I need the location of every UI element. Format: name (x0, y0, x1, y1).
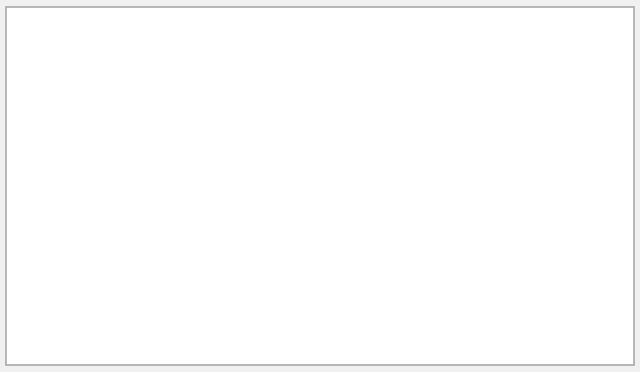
Polygon shape (260, 262, 267, 324)
Ellipse shape (399, 127, 406, 152)
Text: 22680X: 22680X (292, 76, 324, 84)
Polygon shape (257, 111, 262, 208)
Text: 16598: 16598 (135, 225, 162, 234)
Text: SEC.118: SEC.118 (428, 170, 465, 179)
Text: 16557: 16557 (234, 52, 261, 61)
Polygon shape (276, 111, 281, 120)
Circle shape (279, 99, 312, 132)
Polygon shape (203, 262, 267, 272)
Text: 16546: 16546 (218, 327, 245, 336)
Text: 16537G: 16537G (216, 131, 249, 140)
Text: 16557: 16557 (154, 52, 180, 61)
Bar (203, 272, 260, 324)
Bar (160, 37, 301, 342)
Text: 16500: 16500 (278, 276, 305, 285)
Ellipse shape (367, 127, 373, 152)
Text: FRONT: FRONT (408, 87, 438, 108)
Text: 16576P: 16576P (350, 97, 383, 106)
Ellipse shape (358, 127, 365, 152)
Text: SEC.163: SEC.163 (424, 332, 461, 341)
Ellipse shape (383, 127, 390, 152)
Circle shape (287, 106, 305, 125)
Text: B: B (294, 179, 298, 185)
Text: 08363-62525
( 4): 08363-62525 ( 4) (289, 173, 348, 192)
Ellipse shape (391, 127, 397, 152)
Polygon shape (168, 111, 262, 119)
Polygon shape (209, 263, 213, 311)
Text: 16516: 16516 (276, 229, 303, 238)
Text: 16528: 16528 (138, 135, 164, 144)
Polygon shape (173, 263, 213, 270)
Text: 16576F: 16576F (216, 118, 249, 126)
Bar (173, 270, 209, 311)
Text: 16577FA: 16577FA (429, 253, 467, 262)
Ellipse shape (350, 127, 357, 152)
Polygon shape (402, 160, 495, 212)
Polygon shape (402, 290, 491, 342)
Circle shape (179, 57, 193, 70)
Text: 22680: 22680 (282, 58, 309, 67)
Text: J16500GD: J16500GD (448, 346, 491, 355)
Text: 16526: 16526 (184, 305, 211, 314)
FancyBboxPatch shape (298, 116, 309, 126)
Text: 22683M: 22683M (261, 76, 293, 84)
Polygon shape (402, 197, 424, 301)
Circle shape (227, 60, 234, 67)
Ellipse shape (374, 127, 381, 152)
Text: B: B (321, 270, 326, 276)
FancyBboxPatch shape (6, 7, 634, 365)
Circle shape (264, 222, 270, 228)
Text: 08156-6202F
( 1): 08156-6202F ( 1) (326, 286, 385, 305)
Text: 16577FB: 16577FB (308, 96, 346, 105)
Circle shape (183, 60, 189, 67)
Bar (168, 119, 257, 208)
Circle shape (224, 57, 237, 70)
